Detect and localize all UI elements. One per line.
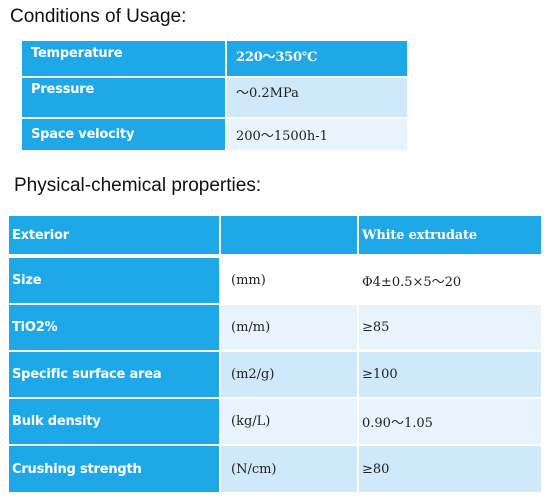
property-unit-crushing-strength: (N/cm) bbox=[221, 446, 357, 492]
property-label-size: Size bbox=[9, 258, 219, 303]
condition-value-temperature: 220～350℃ bbox=[227, 41, 407, 76]
property-label-crushing-strength: Crushing strength bbox=[9, 446, 219, 492]
property-unit-tio2: (m/m) bbox=[221, 305, 357, 350]
property-unit-specific-surface-area: (m2/g) bbox=[221, 352, 357, 397]
property-label-exterior: Exterior bbox=[9, 216, 219, 254]
condition-value-space-velocity: 200～1500h-1 bbox=[227, 119, 407, 150]
property-value-specific-surface-area: ≥100 bbox=[359, 352, 541, 397]
property-label-specific-surface-area: Specific surface area bbox=[9, 352, 219, 397]
property-unit-bulk-density: (kg/L) bbox=[221, 399, 357, 444]
property-value-bulk-density: 0.90～1.05 bbox=[359, 399, 541, 444]
property-label-bulk-density: Bulk density bbox=[9, 399, 219, 444]
condition-label-pressure: Pressure bbox=[22, 78, 225, 117]
conditions-heading: Conditions of Usage: bbox=[10, 6, 187, 27]
condition-label-space-velocity: Space velocity bbox=[22, 119, 225, 150]
properties-heading: Physical-chemical properties: bbox=[14, 175, 262, 196]
property-value-exterior: White extrudate bbox=[359, 216, 541, 254]
property-label-tio2: TiO2% bbox=[9, 305, 219, 350]
condition-label-temperature: Temperature bbox=[22, 41, 225, 76]
property-unit-exterior bbox=[221, 216, 357, 254]
property-value-crushing-strength: ≥80 bbox=[359, 446, 541, 492]
condition-value-pressure: ～0.2MPa bbox=[227, 78, 407, 117]
property-value-size: Φ4±0.5×5～20 bbox=[359, 258, 541, 303]
property-value-tio2: ≥85 bbox=[359, 305, 541, 350]
property-unit-size: (mm) bbox=[221, 258, 357, 303]
